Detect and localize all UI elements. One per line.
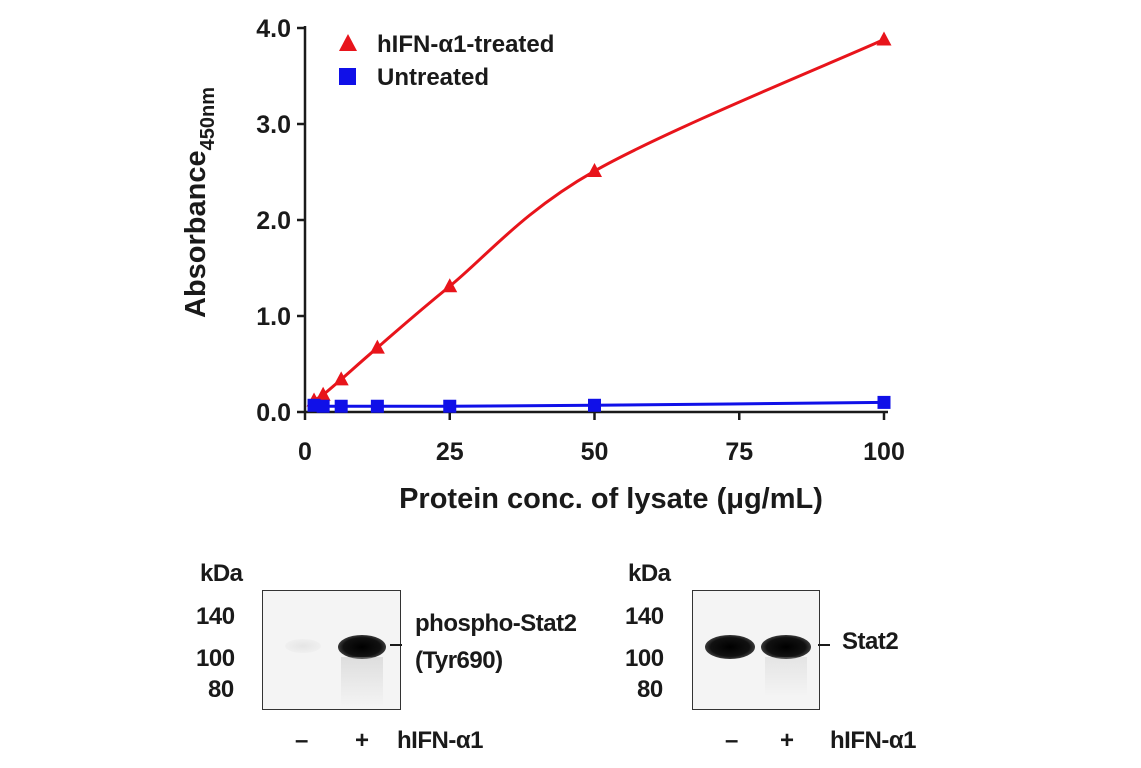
band-label-line1: phospho-Stat2 bbox=[415, 610, 577, 637]
blot-membrane bbox=[692, 590, 820, 710]
lane-minus: – bbox=[295, 727, 308, 754]
marker-100: 100 bbox=[196, 645, 235, 672]
y-tick-label: 2.0 bbox=[256, 207, 291, 235]
untreated-point bbox=[370, 399, 384, 413]
band-pointer bbox=[390, 644, 402, 646]
band-stat2-minus bbox=[705, 635, 755, 659]
marker-100: 100 bbox=[625, 645, 664, 672]
band-label-line2: (Tyr690) bbox=[415, 647, 503, 674]
legend-label-untreated: Untreated bbox=[377, 64, 489, 91]
x-tick-label: 25 bbox=[436, 438, 464, 466]
legend-square-icon bbox=[339, 68, 356, 85]
x-tick-label: 100 bbox=[863, 438, 905, 466]
treated-point bbox=[315, 386, 331, 401]
chart-marks bbox=[306, 31, 892, 413]
x-tick-label: 75 bbox=[725, 438, 753, 466]
x-tick-label: 0 bbox=[298, 438, 312, 466]
untreated-point bbox=[877, 395, 891, 409]
untreated-point bbox=[316, 399, 330, 413]
marker-80: 80 bbox=[208, 676, 234, 703]
series-curve-treated bbox=[313, 38, 885, 402]
treated-point bbox=[876, 31, 892, 46]
x-axis-label: Protein conc. of lysate (μg/mL) bbox=[399, 483, 823, 515]
y-tick-label: 3.0 bbox=[256, 111, 291, 139]
faint-band-minus bbox=[285, 639, 321, 653]
treatment-label: hIFN-α1 bbox=[830, 727, 916, 754]
y-tick-label: 0.0 bbox=[256, 399, 291, 427]
lane-minus: – bbox=[725, 727, 738, 754]
blot-membrane bbox=[262, 590, 401, 710]
lane-plus: + bbox=[355, 727, 369, 754]
kda-label: kDa bbox=[200, 560, 243, 587]
marker-80: 80 bbox=[637, 676, 663, 703]
treated-point bbox=[587, 163, 602, 178]
kda-label: kDa bbox=[628, 560, 671, 587]
untreated-point bbox=[588, 398, 601, 412]
untreated-point bbox=[443, 399, 457, 413]
chart-legend: hIFN-α1-treated Untreated bbox=[339, 31, 554, 91]
treated-point bbox=[333, 371, 349, 386]
marker-140: 140 bbox=[625, 603, 664, 630]
y-axis-label: Absorbance450nm bbox=[180, 87, 219, 318]
x-tick-label: 50 bbox=[581, 438, 609, 466]
lane-smear bbox=[765, 657, 807, 697]
y-axis-label-subscript: 450nm bbox=[197, 87, 219, 150]
marker-140: 140 bbox=[196, 603, 235, 630]
y-tick-label: 1.0 bbox=[256, 303, 291, 331]
band-phospho-stat2-plus bbox=[338, 635, 386, 659]
absorbance-chart: 0 25 50 75 100 0.0 1.0 2.0 3.0 4.0 hIFN-α1-treate… bbox=[180, 15, 905, 515]
lane-plus: + bbox=[780, 727, 794, 754]
legend-label-treated: hIFN-α1-treated bbox=[377, 31, 554, 58]
treated-point bbox=[369, 339, 385, 354]
band-pointer bbox=[818, 644, 830, 646]
untreated-point bbox=[334, 399, 348, 413]
chart-axes: 0 25 50 75 100 0.0 1.0 2.0 3.0 4.0 bbox=[256, 15, 905, 466]
treated-point bbox=[442, 278, 458, 293]
y-axis-label-main: Absorbance bbox=[180, 150, 212, 318]
treatment-label: hIFN-α1 bbox=[397, 727, 483, 754]
band-stat2-plus bbox=[761, 635, 811, 659]
legend-triangle-icon bbox=[339, 34, 357, 51]
y-tick-label: 4.0 bbox=[256, 15, 291, 43]
chart-curves bbox=[313, 38, 885, 408]
lane-smear bbox=[341, 657, 383, 707]
band-label: Stat2 bbox=[842, 628, 899, 655]
